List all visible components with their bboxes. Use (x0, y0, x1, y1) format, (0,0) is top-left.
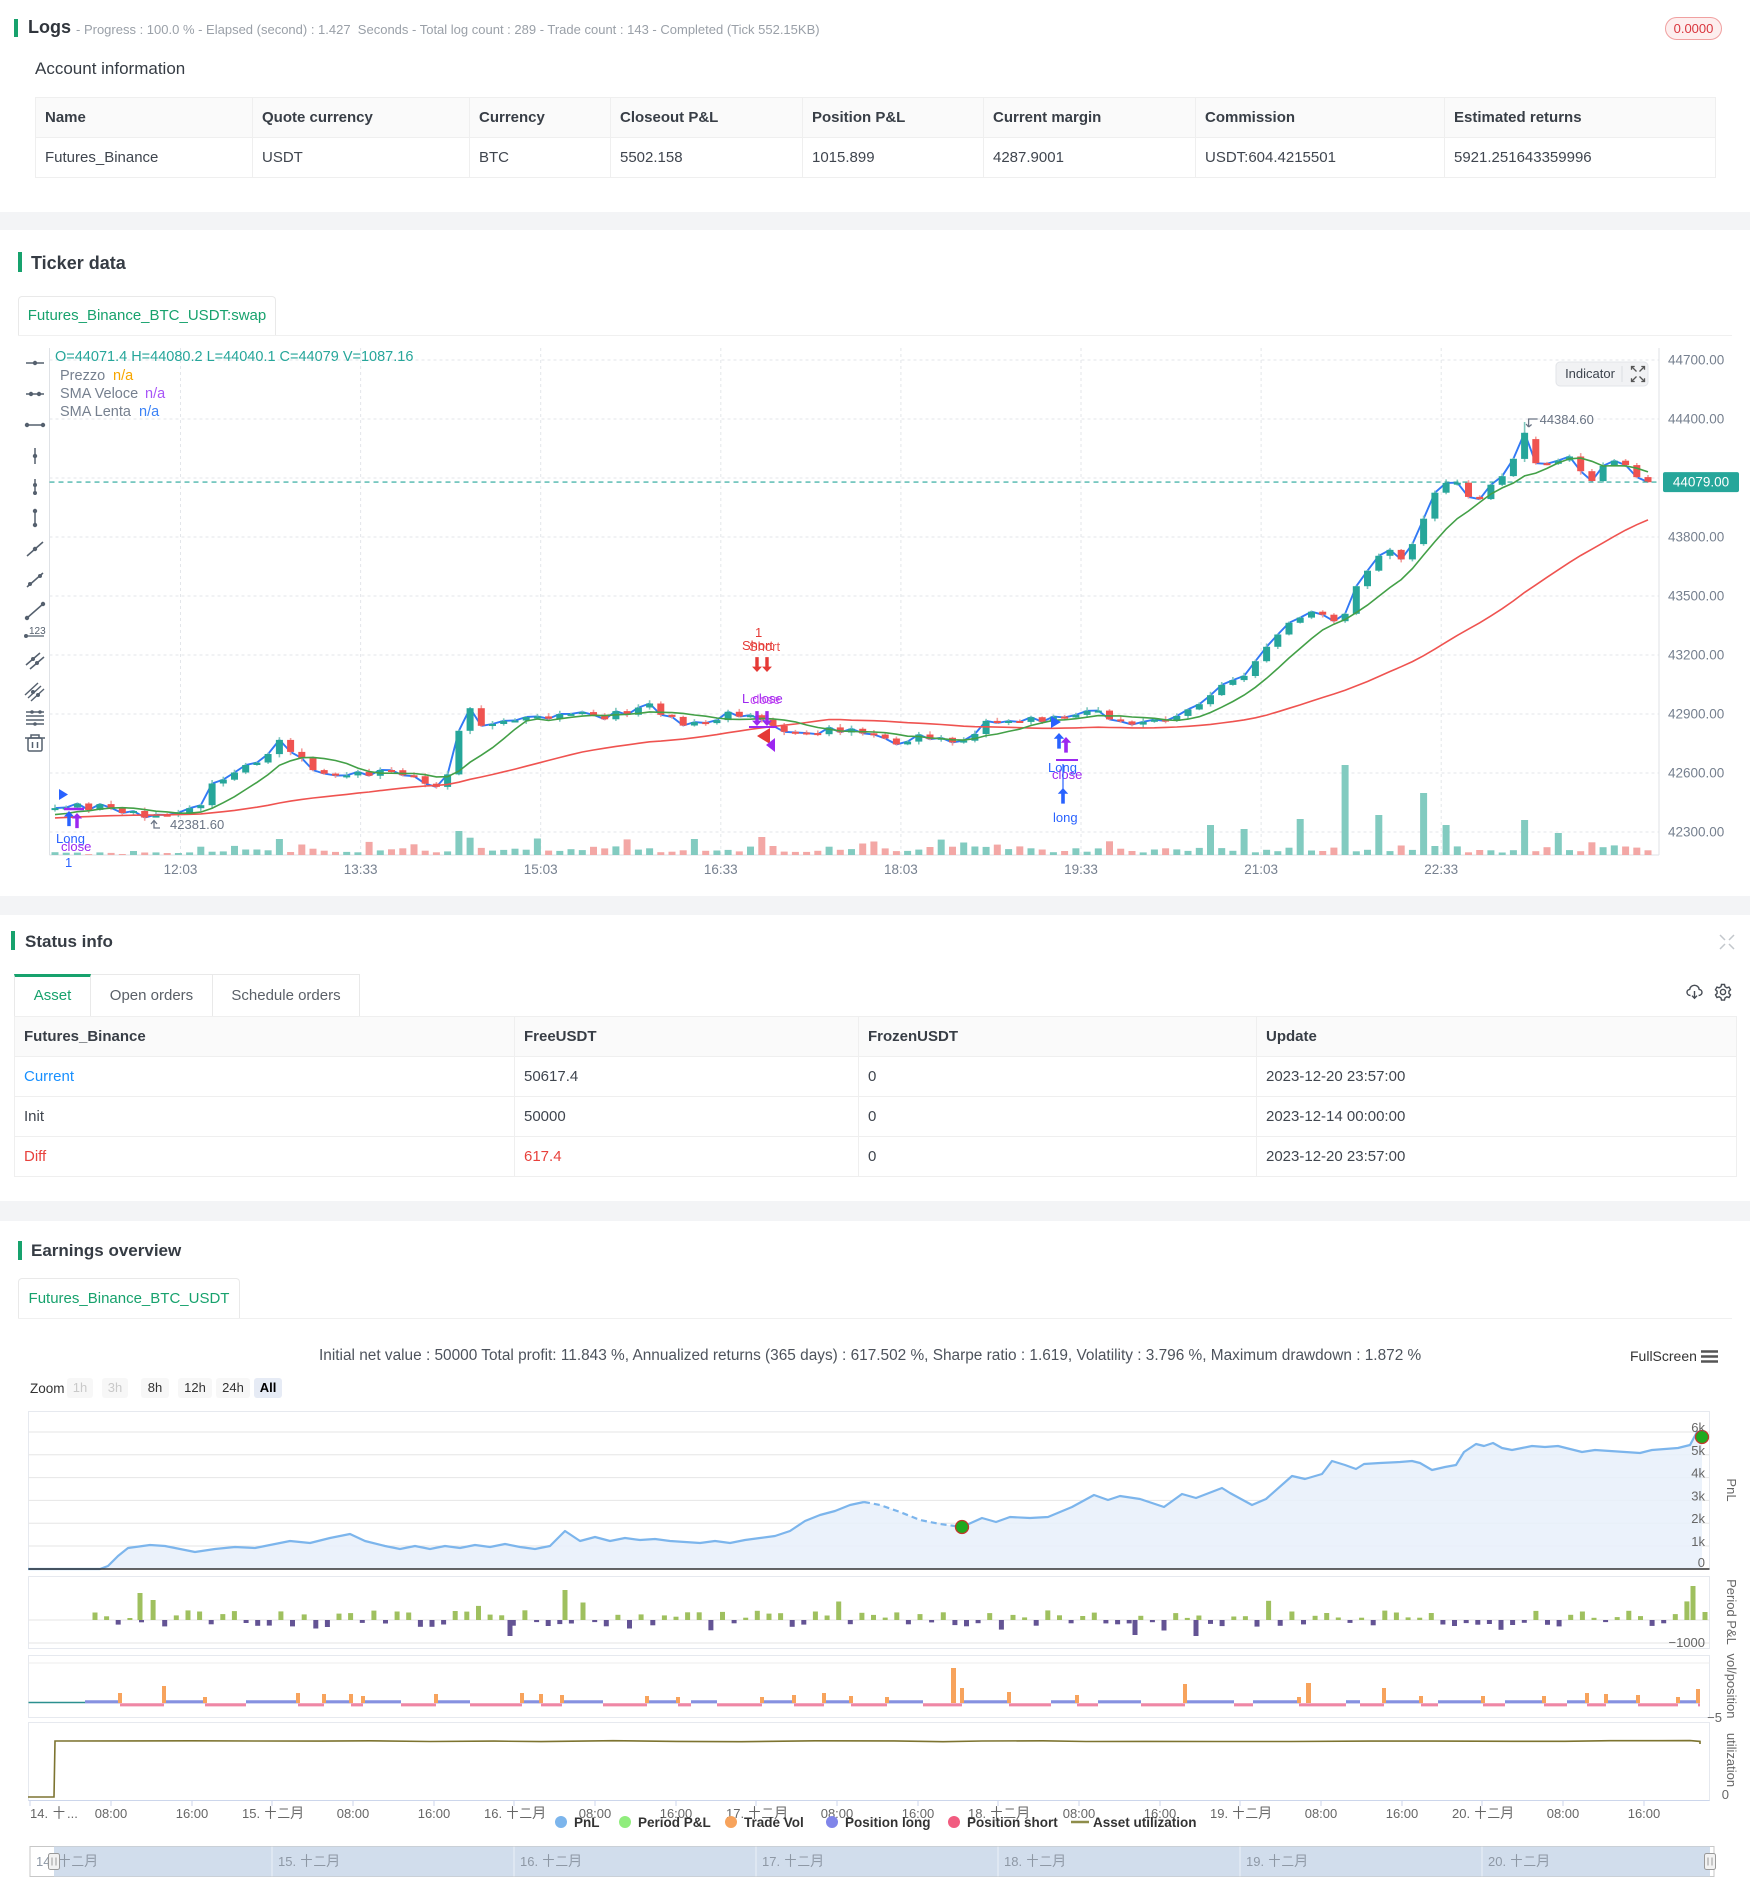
svg-text:Long: Long (56, 831, 85, 846)
svg-text:vol/position: vol/position (1724, 1653, 1739, 1718)
svg-text:1: 1 (65, 855, 72, 870)
svg-text:utilization: utilization (1724, 1733, 1739, 1787)
svg-text:43800.00: 43800.00 (1668, 530, 1724, 545)
svg-text:SMA Veloce: SMA Veloce (60, 386, 138, 402)
svg-text:08:00: 08:00 (1063, 1806, 1096, 1821)
svg-text:43500.00: 43500.00 (1668, 589, 1724, 604)
svg-text:16:00: 16:00 (902, 1806, 935, 1821)
svg-text:4k: 4k (1691, 1466, 1705, 1481)
svg-text:−5: −5 (1707, 1710, 1722, 1725)
svg-text:123: 123 (29, 626, 46, 637)
svg-text:20.: 20. (1452, 1806, 1470, 1821)
svg-text:22:33: 22:33 (1424, 862, 1458, 877)
svg-text:42381.60: 42381.60 (170, 817, 224, 832)
svg-text:14.: 14. (30, 1806, 48, 1821)
svg-text:Position long: Position long (845, 1815, 931, 1830)
svg-text:5k: 5k (1691, 1443, 1705, 1458)
svg-text:08:00: 08:00 (1305, 1806, 1338, 1821)
svg-text:44400.00: 44400.00 (1668, 412, 1724, 427)
svg-text:18.: 18. (968, 1806, 986, 1821)
svg-text:n/a: n/a (113, 368, 134, 384)
svg-text:6k: 6k (1691, 1420, 1705, 1435)
svg-text:0: 0 (1722, 1787, 1729, 1802)
svg-text:long: long (1053, 810, 1078, 825)
svg-text:L close: L close (742, 691, 783, 706)
svg-text:21:03: 21:03 (1244, 862, 1278, 877)
svg-text:18.: 18. (1004, 1854, 1022, 1869)
svg-text:Short: Short (749, 639, 780, 654)
svg-text:16.: 16. (520, 1854, 538, 1869)
svg-text:42900.00: 42900.00 (1668, 707, 1724, 722)
svg-text:3k: 3k (1691, 1488, 1705, 1503)
svg-text:16:00: 16:00 (1386, 1806, 1419, 1821)
svg-text:n/a: n/a (139, 404, 160, 420)
svg-text:42600.00: 42600.00 (1668, 766, 1724, 781)
svg-text:42300.00: 42300.00 (1668, 825, 1724, 840)
svg-text:19:33: 19:33 (1064, 862, 1098, 877)
svg-text:Asset utilization: Asset utilization (1093, 1815, 1197, 1830)
svg-text:n/a: n/a (145, 386, 166, 402)
svg-text:Trade Vol: Trade Vol (744, 1815, 804, 1830)
svg-text:close: close (61, 839, 91, 854)
svg-text:08:00: 08:00 (337, 1806, 370, 1821)
svg-text:close: close (750, 692, 780, 707)
svg-text:12:03: 12:03 (164, 862, 198, 877)
svg-text:08:00: 08:00 (579, 1806, 612, 1821)
svg-text:...: ... (67, 1806, 78, 1821)
svg-text:0: 0 (1698, 1555, 1705, 1570)
svg-text:19.: 19. (1246, 1854, 1264, 1869)
svg-text:08:00: 08:00 (1547, 1806, 1580, 1821)
svg-text:close: close (1052, 767, 1082, 782)
svg-text:1k: 1k (1691, 1534, 1705, 1549)
svg-text:16:33: 16:33 (704, 862, 738, 877)
svg-text:16:00: 16:00 (660, 1806, 693, 1821)
svg-text:16.: 16. (484, 1806, 502, 1821)
svg-text:Short: Short (742, 638, 773, 653)
svg-text:Indicator: Indicator (1565, 366, 1616, 381)
svg-text:18:03: 18:03 (884, 862, 918, 877)
svg-text:PnL: PnL (1724, 1478, 1739, 1501)
svg-text:PnL: PnL (574, 1815, 600, 1830)
svg-text:16:00: 16:00 (418, 1806, 451, 1821)
svg-text:15.: 15. (278, 1854, 296, 1869)
svg-text:1: 1 (755, 625, 762, 640)
svg-text:Prezzo: Prezzo (60, 368, 105, 384)
svg-text:Position short: Position short (967, 1815, 1058, 1830)
svg-text:Period P&L: Period P&L (1724, 1579, 1739, 1645)
svg-text:19.: 19. (1210, 1806, 1228, 1821)
svg-text:16:00: 16:00 (176, 1806, 209, 1821)
svg-text:Period P&L: Period P&L (638, 1815, 711, 1830)
svg-text:44079.00: 44079.00 (1673, 475, 1729, 490)
svg-text:15:03: 15:03 (524, 862, 558, 877)
svg-text:08:00: 08:00 (95, 1806, 128, 1821)
svg-text:44384.60: 44384.60 (1540, 412, 1594, 427)
svg-text:15.: 15. (242, 1806, 260, 1821)
svg-text:O=44071.4 H=44080.2 L=44040.1: O=44071.4 H=44080.2 L=44040.1 C=44079 V=… (55, 349, 413, 365)
svg-text:2k: 2k (1691, 1511, 1705, 1526)
svg-text:44700.00: 44700.00 (1668, 353, 1724, 368)
svg-text:16:00: 16:00 (1628, 1806, 1661, 1821)
svg-text:13:33: 13:33 (344, 862, 378, 877)
svg-text:17.: 17. (762, 1854, 780, 1869)
svg-text:16:00: 16:00 (1144, 1806, 1177, 1821)
svg-text:−1000: −1000 (1668, 1635, 1705, 1650)
svg-text:20.: 20. (1488, 1854, 1506, 1869)
svg-text:SMA Lenta: SMA Lenta (60, 404, 132, 420)
svg-text:43200.00: 43200.00 (1668, 648, 1724, 663)
